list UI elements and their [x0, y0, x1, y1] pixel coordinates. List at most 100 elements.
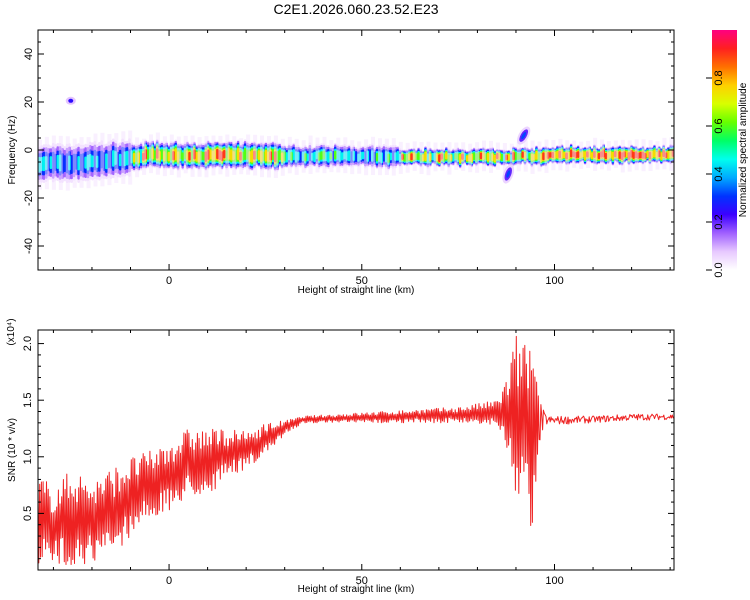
spectrogram-cell	[521, 151, 524, 158]
spectrogram-ticks: 0 50 100 -40 -20 0 20 40	[23, 30, 674, 287]
spectrogram-cell	[139, 148, 143, 164]
spectrogram-cell	[264, 149, 268, 162]
spectrogram-cell	[354, 151, 358, 163]
spectrogram-cell	[292, 149, 295, 161]
spectrogram-ytick-label: 40	[23, 48, 35, 60]
spectrogram-halo	[620, 139, 625, 173]
spectrogram-cell	[493, 154, 497, 163]
spectrogram-cell	[576, 151, 580, 158]
spectrogram-halo	[468, 143, 473, 173]
colorbar-tick-label: 0.0	[713, 262, 725, 277]
spectrogram-halo	[100, 132, 105, 187]
spectrogram-cell	[431, 152, 434, 161]
spectrogram-halo	[565, 140, 570, 172]
spectrogram-halo	[65, 136, 70, 191]
spectrogram-halo	[336, 137, 341, 173]
snr-xtick-label: 50	[356, 575, 368, 587]
spectrogram-halo	[301, 140, 306, 173]
spectrogram-cell	[77, 156, 80, 171]
spectrogram-cell	[63, 155, 66, 173]
spectrogram-cell	[257, 150, 261, 161]
snr-ytick-label: 2.0	[22, 336, 34, 351]
spectrogram-cell	[618, 151, 622, 159]
spectrogram-cell	[458, 154, 462, 164]
spectrogram-cell	[202, 151, 205, 161]
spectrogram-halo	[280, 138, 285, 176]
spectrogram-ylabel: Frequency (Hz)	[7, 116, 18, 185]
spectrogram-cell	[341, 152, 344, 161]
spectrogram-halo	[516, 141, 521, 172]
spectrogram-cell	[167, 151, 171, 162]
spectrogram-halo	[183, 135, 188, 174]
spectrogram-halo	[79, 137, 84, 188]
spectrogram-cell	[188, 151, 191, 161]
spectrogram-cell	[604, 152, 608, 160]
spectrogram-cell	[313, 151, 316, 163]
spectrogram-ytick-label: -40	[23, 238, 35, 254]
spectrogram-cell	[583, 151, 587, 160]
spectrogram-cell	[223, 150, 226, 159]
spectrogram-cell	[347, 150, 351, 162]
spectrogram-cell	[500, 153, 504, 162]
spectrogram-cell	[452, 152, 455, 162]
spectrogram-halo	[239, 138, 244, 175]
spectrogram-halo	[232, 136, 237, 175]
spectrogram-cell	[368, 149, 372, 162]
spectrogram-cell	[299, 151, 302, 163]
spectrogram-cell	[382, 149, 386, 162]
spectrogram-halo	[489, 140, 493, 173]
spectrogram-cell	[396, 151, 400, 161]
spectrogram-ytick-label: 0	[23, 147, 35, 153]
spectrogram-halo	[509, 143, 514, 173]
spectrogram-halo	[398, 141, 403, 174]
spectrogram-cell	[250, 150, 254, 163]
spectrogram-halo	[419, 142, 424, 174]
spectrogram-halo	[613, 140, 618, 168]
spectrogram-xtick-label: 50	[356, 275, 368, 287]
spectrogram-cell	[320, 151, 323, 160]
spectrogram-cell	[611, 151, 615, 160]
spectrogram-halo	[273, 135, 278, 178]
colorbar: 0.0 0.2 0.4 0.6 0.8 Normalized spectral ampl…	[706, 30, 749, 278]
spectrogram-cell	[556, 150, 559, 159]
spectrogram-halo	[72, 138, 77, 188]
spectrogram-cell	[153, 150, 157, 161]
spectrogram-xlabel: Height of straight line (km)	[298, 285, 415, 296]
snr-series	[38, 335, 674, 565]
spectrogram-halo	[225, 134, 230, 177]
spectrogram-halo	[287, 136, 292, 174]
spectrogram-halo	[86, 137, 91, 189]
spectrogram-halo	[572, 140, 577, 168]
spectrogram-cell	[542, 152, 545, 161]
spectrogram-cell	[181, 152, 184, 162]
spectrogram-cell	[438, 154, 441, 163]
snr-ylabel: SNR (10 * v/v)	[7, 418, 18, 482]
spectrogram-cell	[375, 152, 379, 162]
spectrogram-cell	[195, 151, 198, 162]
spectrogram-halo	[142, 138, 147, 175]
spectrogram-halo	[426, 141, 431, 176]
spectrogram-halo	[530, 140, 535, 174]
spectrogram-cell	[389, 152, 393, 161]
spectrogram-cell	[216, 148, 219, 160]
spectrogram-cell	[424, 151, 427, 161]
spectrogram-halo	[135, 137, 140, 178]
spectrogram-halo	[384, 138, 389, 175]
spectrogram-halo	[669, 137, 674, 171]
spectrogram-halo	[537, 141, 542, 172]
spectrogram-halo	[523, 140, 528, 172]
spectrogram-cell	[486, 153, 490, 162]
spectrogram-halo	[648, 140, 653, 171]
spectrogram-halo	[329, 140, 334, 173]
spectrogram-halo	[44, 136, 49, 190]
spectrogram-feature	[502, 164, 515, 184]
spectrogram-cell	[597, 153, 601, 160]
spectrogram-halo	[322, 136, 327, 174]
snr-ticks: 0 50 100 0.5 1.0 1.5 2.0	[22, 330, 674, 587]
spectrogram-halo	[176, 136, 181, 178]
spectrogram-halo	[204, 136, 209, 178]
spectrogram-cell	[209, 149, 212, 160]
spectrogram-halo	[315, 137, 320, 173]
spectrogram-halo	[551, 140, 556, 171]
